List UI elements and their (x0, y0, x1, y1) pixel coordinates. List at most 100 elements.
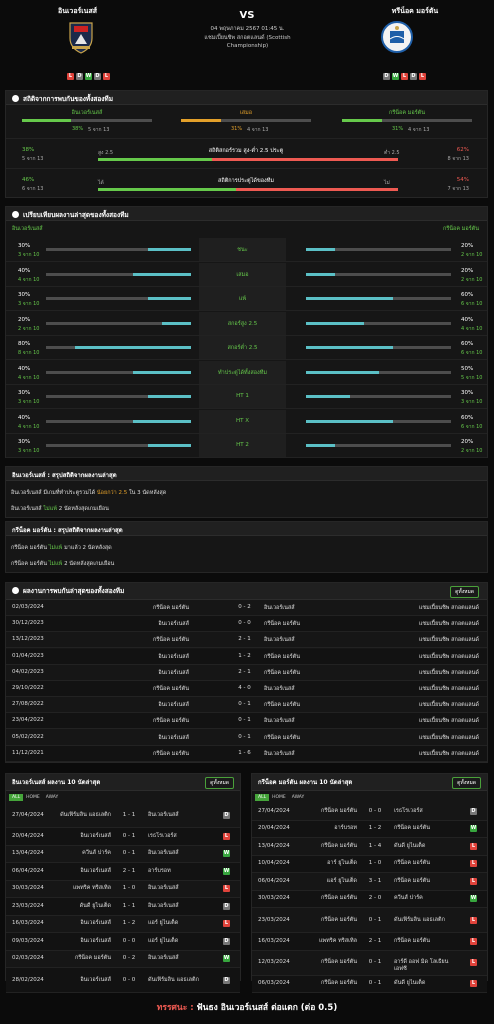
compare-label: HT X (199, 409, 286, 433)
h2h-result-row[interactable]: 01/04/2023 อินเวอร์เนสส์ 1 - 2 กรีน็อค มอร์… (6, 648, 487, 665)
last10-home-team: ควีนส์ ปาร์ค (82, 850, 111, 857)
h2h-result-row[interactable]: 29/10/2022 กรีน็อค มอร์ตัน 4 - 0 อินเวอร์เน… (6, 681, 487, 697)
outcome-pct: 31% (231, 126, 243, 132)
last10-row[interactable]: 12/03/2024 กรีน็อค มอร์ตัน 0 - 1 อาร์ดี ออฟ… (252, 951, 487, 976)
h2h-result-row[interactable]: 05/02/2022 อินเวอร์เนสส์ 0 - 1 กรีน็อค มอร์… (6, 730, 487, 746)
compare-right-pct: 60% (461, 341, 474, 347)
outcome-count: 4 จาก 13 (408, 127, 430, 133)
compare-right-fill (306, 370, 379, 374)
last10-row[interactable]: 16/03/2024 อินเวอร์เนสส์ 1 - 2 แอร์ ยูไนเต็… (6, 916, 240, 933)
compare-left-pct: 40% (18, 267, 31, 274)
h2h-stats-title: สถิติจากการพบกันของทั้งสองทีม (23, 95, 113, 103)
last10-result-badge: W (223, 867, 230, 875)
last10-score: 1 - 0 (122, 885, 136, 892)
h2h-home-team: กรีน็อค มอร์ตัน (153, 718, 189, 725)
home-team-name[interactable]: อินเวอร์เนสส์ (58, 7, 97, 15)
football-icon (12, 211, 19, 218)
last10-row[interactable]: 27/04/2024 ดันเฟิร์มลิน แอธเลติก 1 - 1 อินเ… (6, 803, 240, 828)
last10-row[interactable]: 23/03/2024 ดันดี ยูไนเต็ด 1 - 1 อินเวอร์เนส… (6, 898, 240, 916)
h2h-result-row[interactable]: 11/12/2021 กรีน็อค มอร์ตัน 1 - 6 อินเวอร์เน… (6, 745, 487, 762)
h2h-league: แชมเปี้ยนชิพ สกอตแลนด์ (418, 637, 479, 644)
last10-away-team: อินเวอร์เนสส์ (148, 811, 179, 818)
tab-all[interactable]: ALL (9, 794, 24, 801)
h2h-result-row[interactable]: 30/12/2023 อินเวอร์เนสส์ 0 - 0 กรีน็อค มอร์… (6, 616, 487, 633)
h2h-date: 05/02/2022 (12, 733, 44, 740)
last10-home-team: แอร์ ยูไนเต็ด (326, 877, 357, 884)
last10-score: 0 - 0 (122, 976, 136, 983)
tab-away[interactable]: AWAY (45, 795, 59, 800)
last10-home-team: กรีน็อค มอร์ตัน (321, 980, 357, 987)
form-badge: L (67, 73, 74, 80)
last10-row[interactable]: 27/04/2024 กรีน็อค มอร์ตัน 0 - 0 เรธโรเวอร์… (252, 803, 487, 821)
h2h-view-all-button[interactable]: ดูทั้งหมด (450, 586, 479, 598)
last10-row[interactable]: 20/04/2024 อาร์บรอท 1 - 2 กรีน็อค มอร์ตัน W (252, 820, 487, 838)
last10-away-view-all-button[interactable]: ดูทั้งหมด (452, 777, 481, 789)
last10-away-team: เรธโรเวอร์ส (148, 832, 177, 839)
h2h-result-row[interactable]: 27/08/2022 อินเวอร์เนสส์ 0 - 1 กรีน็อค มอร์… (6, 697, 487, 714)
tab-home[interactable]: HOME (272, 795, 286, 800)
outcome-bar (342, 119, 472, 122)
last10-result-badge: D (223, 902, 230, 910)
last10-home-title: อินเวอร์เนสส์ ผลงาน 10 นัดล่าสุด (6, 774, 240, 791)
last10-row[interactable]: 06/03/2024 กรีน็อค มอร์ตัน 0 - 1 ดันดี ยูไน… (252, 975, 487, 993)
outcome-label: กรีน็อค มอร์ตัน (389, 110, 425, 116)
last10-row[interactable]: 13/04/2024 กรีน็อค มอร์ตัน 1 - 4 ดันดี ยูไน… (252, 838, 487, 856)
last10-row[interactable]: 30/03/2024 กรีน็อค มอร์ตัน 2 - 0 ควีนส์ ปาร… (252, 890, 487, 908)
tab-away[interactable]: AWAY (291, 795, 305, 800)
last10-row[interactable]: 06/04/2024 อินเวอร์เนสส์ 2 - 1 อาร์บรอท W (6, 863, 240, 881)
last10-result-badge: L (470, 937, 477, 945)
compare-right-pct: 50% (461, 365, 474, 372)
last10-score: 1 - 0 (368, 860, 382, 867)
last10-row[interactable]: 16/03/2024 แพทริค ทริสเทิล 2 - 1 กรีน็อค มอ… (252, 933, 487, 951)
last10-row[interactable]: 30/03/2024 แพทริค ทริสเทิล 1 - 0 อินเวอร์เน… (6, 881, 240, 898)
last10-home-team: กรีน็อค มอร์ตัน (321, 895, 357, 902)
last10-row[interactable]: 06/04/2024 แอร์ ยูไนเต็ด 3 - 1 กรีน็อค มอร์… (252, 873, 487, 891)
h2h-league: แชมเปี้ยนชิพ สกอตแลนด์ (418, 669, 479, 676)
last10-date: 20/04/2024 (258, 825, 290, 832)
compare-left-bar (46, 370, 191, 374)
h2h-result-row[interactable]: 02/03/2024 กรีน็อค มอร์ตัน 0 - 2 อินเวอร์เน… (6, 600, 487, 616)
h2h-away-team: กรีน็อค มอร์ตัน (264, 621, 300, 628)
last10-home-view-all-button[interactable]: ดูทั้งหมด (205, 777, 234, 789)
compare-right-bar (306, 297, 451, 300)
last10-row[interactable]: 09/03/2024 อินเวอร์เนสส์ 0 - 0 แอร์ ยูไนเต็… (6, 933, 240, 951)
last10-row[interactable]: 28/02/2024 อินเวอร์เนสส์ 0 - 0 ดันเฟิร์มลิน… (6, 968, 240, 993)
away-team-name[interactable]: ทรีน็อค มอร์ตัน (391, 7, 439, 15)
compare-left-bar (46, 419, 191, 423)
prediction: ทรรศนะ : ฟันธง อินเวอร์เนสส์ ต่อแตก (ต่อ… (0, 1000, 494, 1014)
summary-away-line2-b: ไม่แพ้ (48, 561, 63, 567)
compare-right-fill (306, 419, 393, 423)
summary-home-title: อินเวอร์เนสส์ : สรุปสถิติจากผลงานล่าสุด (6, 467, 487, 481)
last10-result-badge: L (223, 832, 230, 840)
compare-right-count: 6 จาก 10 (461, 350, 483, 356)
h2h-result-row[interactable]: 23/04/2022 กรีน็อค มอร์ตัน 0 - 1 อินเวอร์เน… (6, 713, 487, 730)
last10-row[interactable]: 20/04/2024 อินเวอร์เนสส์ 0 - 1 เรธโรเวอร์ส L (6, 828, 240, 846)
last10-row[interactable]: 02/03/2024 กรีน็อค มอร์ตัน 0 - 2 อินเวอร์เน… (6, 951, 240, 968)
last10-score: 0 - 0 (368, 807, 382, 814)
last10-away-team: ดันเฟิร์มลิน แอธเลติก (394, 916, 445, 923)
form-badge: D (410, 73, 417, 80)
last10-row[interactable]: 23/03/2024 กรีน็อค มอร์ตัน 0 - 1 ดันเฟิร์มล… (252, 908, 487, 933)
away-team-crest (381, 21, 413, 53)
last10-result-badge: L (470, 842, 477, 850)
summary-away-title: กรีน็อค มอร์ตัน : สรุปสถิติจากผลงานล่าสุ… (6, 522, 487, 536)
last10-row[interactable]: 13/04/2024 ควีนส์ ปาร์ค 0 - 1 อินเวอร์เนสส์… (6, 846, 240, 863)
compare-label: ทำประตูได้ทั้งสองทีม (199, 360, 286, 384)
h2h-league: แชมเปี้ยนชิพ สกอตแลนด์ (418, 702, 479, 709)
compare-home-label: อินเวอร์เนสส์ (12, 226, 43, 232)
tab-home[interactable]: HOME (26, 795, 40, 800)
last10-result-badge: L (470, 980, 477, 988)
h2h-score: 0 - 2 (238, 604, 251, 610)
outcome-count: 4 จาก 13 (247, 127, 269, 133)
last10-home-team: แพทริค ทริสเทิล (319, 937, 357, 944)
last10-row[interactable]: 10/04/2024 อาร์ ยูไนเต็ด 1 - 0 กรีน็อค มอร์… (252, 855, 487, 873)
compare-left-count: 4 จาก 10 (18, 276, 40, 283)
h2h-date: 01/04/2023 (12, 652, 44, 659)
h2h-result-row[interactable]: 13/12/2023 กรีน็อค มอร์ตัน 2 - 1 อินเวอร์เน… (6, 632, 487, 649)
compare-right-pct: 20% (461, 267, 474, 274)
tab-all[interactable]: ALL (255, 794, 270, 801)
summary-home-line2-c: 2 นัดหลังสุดเกมเยือน (58, 506, 109, 512)
h2h-date: 27/08/2022 (12, 701, 44, 708)
h2h-result-row[interactable]: 04/02/2023 อินเวอร์เนสส์ 2 - 1 กรีน็อค มอร์… (6, 665, 487, 681)
